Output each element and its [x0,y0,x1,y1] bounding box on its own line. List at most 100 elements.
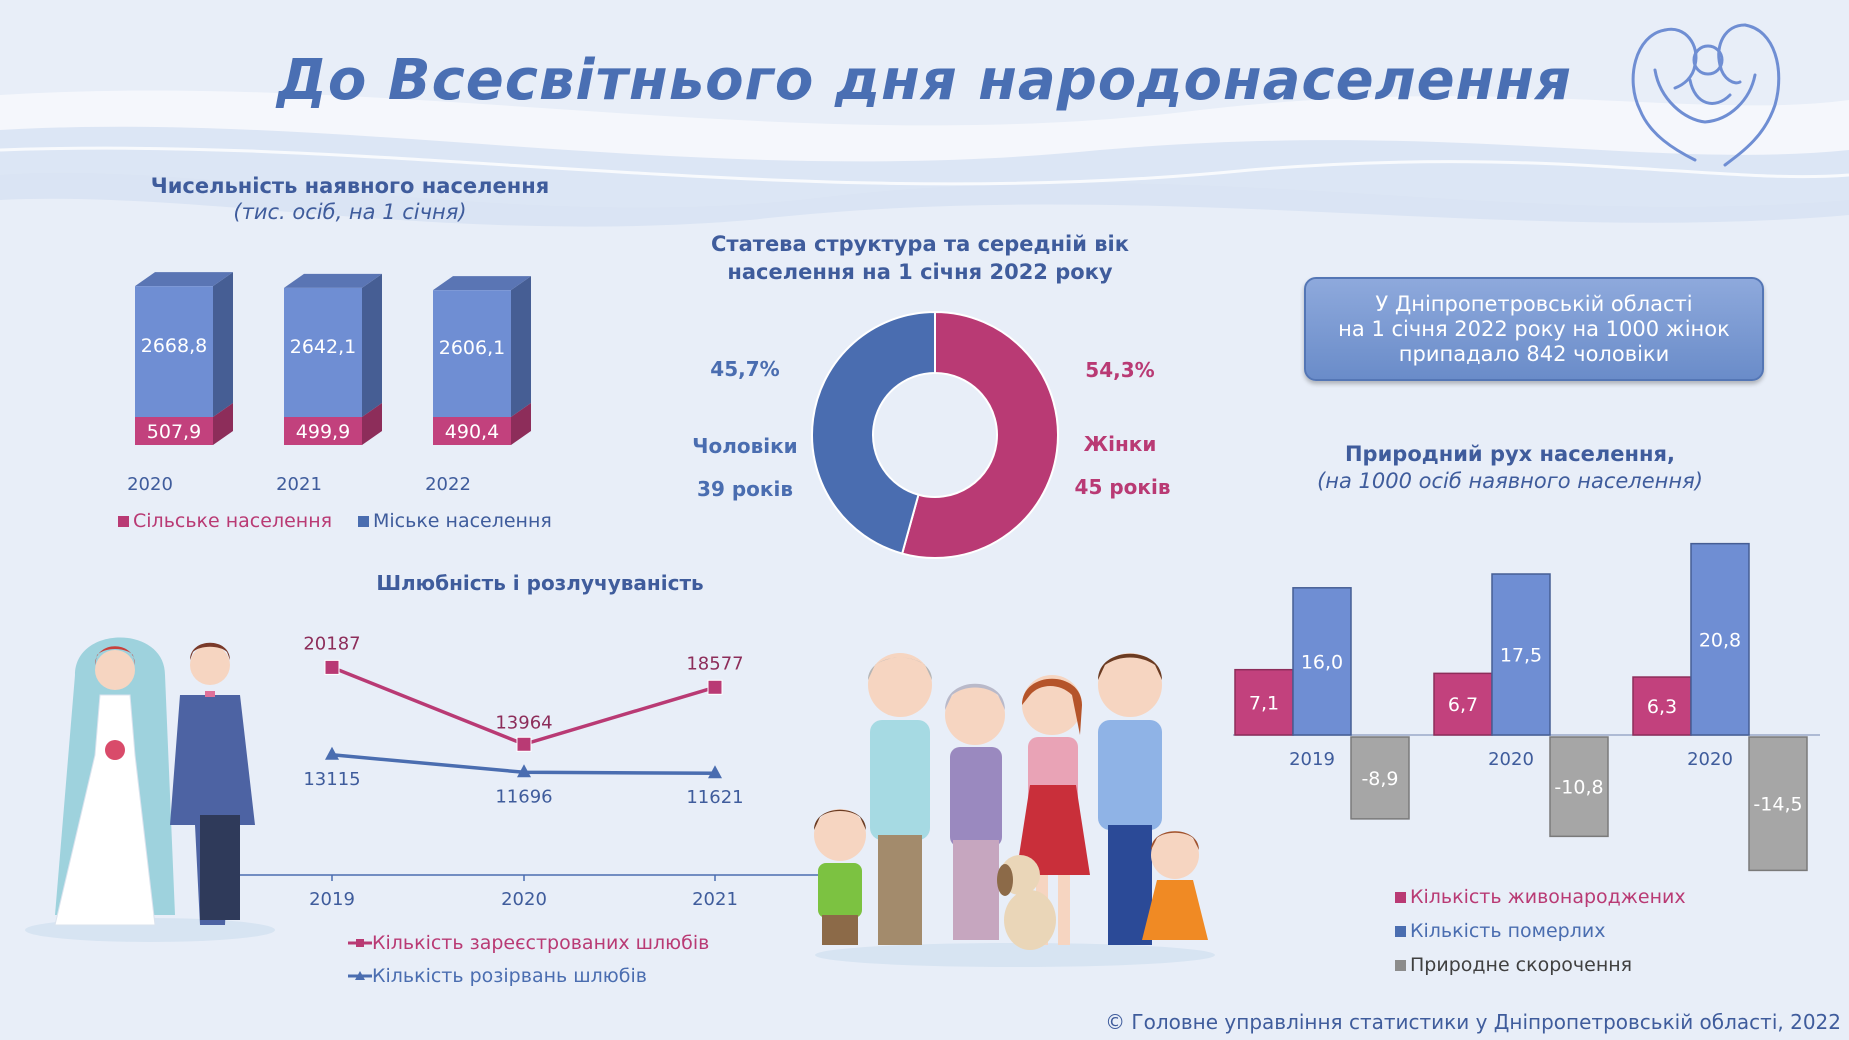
marriage-chart: 2019 2020 2021 20187 13964 18577 13115 11696 116… [230,633,825,910]
legend-rural-label: Сільське населення [133,510,333,532]
page-title: До Всесвітнього дня народонаселення [277,48,1572,113]
pop-bar-rural [433,417,511,445]
divorce-point [325,746,339,760]
sex-structure-title-line1: Статева структура та середній вік [711,232,1129,256]
pop-rural-label: 490,4 [445,421,499,443]
legend-urban-label: Міське населення [373,510,552,532]
marriage-value-label: 20187 [303,633,360,654]
pop-bar-urban-side [213,272,233,417]
marriage-value-label: 13964 [495,712,552,733]
donut-slice-men [811,310,936,555]
natural-bar-decrease-label: -10,8 [1554,777,1603,799]
pop-bar-rural-side [362,403,382,445]
natural-bar-decrease-label: -8,9 [1361,768,1398,790]
pop-year-label: 2020 [127,474,173,495]
natural-year-label: 2020 [1687,749,1733,770]
women-percent: 54,3% [1085,358,1155,382]
natural-bar-births [1234,668,1294,736]
background-waves [0,90,1849,227]
natural-year-label: 2019 [1289,749,1335,770]
natural-bar-births [1433,672,1493,736]
pop-bar-rural-side [511,403,531,445]
natural-bar-deaths [1292,587,1352,736]
natural-chart-title: Природний рух населення, [1344,442,1676,466]
legend-decrease-swatch [1395,959,1406,971]
marriage-year-label: 2021 [692,889,738,910]
donut-slice-women [900,310,1059,559]
legend-divorces-marker [348,971,372,980]
info-box: У Дніпропетровській області на 1 січня 2… [1304,277,1764,381]
natural-bar-decrease [1350,736,1410,820]
pop-year-label: 2022 [425,474,471,495]
natural-bar-decrease [1748,736,1808,872]
pop-bar-rural [135,417,213,445]
info-line2: на 1 січня 2022 року на 1000 жінок [1338,316,1730,341]
legend-births-label: Кількість живонароджених [1410,886,1686,908]
divorce-value-label: 13115 [303,769,360,790]
sex-structure-title: Статева структура та середній вік населе… [680,230,1160,286]
family-logo-icon [1631,23,1781,167]
legend-rural: Сільське населення [118,510,332,532]
natural-year-label: 2020 [1488,749,1534,770]
pop-urban-label: 2606,1 [439,337,505,359]
women-age: 45 років [1074,475,1171,499]
natural-bar-births [1632,676,1692,736]
pop-rural-label: 499,9 [296,421,350,443]
legend-urban: Міське населення [358,510,552,532]
pop-rural-label: 507,9 [147,421,201,443]
natural-bar-decrease [1549,736,1609,838]
legend-marriages: Кількість зареєстрованих шлюбів [348,932,709,954]
legend-births-swatch [1395,891,1406,903]
marriage-value-label: 18577 [686,653,743,674]
marriage-chart-title: Шлюбність і розлучуваність [376,571,704,595]
pop-bar-urban [135,286,213,417]
natural-bar-births-label: 7,1 [1249,692,1279,714]
natural-bar-births-label: 6,7 [1448,694,1478,716]
legend-deaths: Кількість померлих [1395,920,1605,942]
info-line3: припадало 842 чоловіки [1398,341,1670,366]
marriage-year-label: 2020 [501,889,547,910]
info-line1: У Дніпропетровській області [1375,291,1693,316]
pop-bar-top [433,276,531,291]
divorce-point [708,765,722,779]
pop-bar-urban [433,290,511,417]
natural-bar-deaths [1690,542,1750,736]
natural-bar-births-label: 6,3 [1647,696,1677,718]
pop-bar-rural [284,417,362,445]
legend-divorces: Кількість розірвань шлюбів [348,965,647,987]
natural-chart-subtitle: (на 1000 осіб наявного населення) [1317,469,1703,493]
family-illustration [814,653,1215,967]
pop-bar-rural-side [213,403,233,445]
legend-rural-swatch [118,515,129,527]
men-label: Чоловіки [692,434,798,458]
natural-bar-deaths [1491,573,1551,736]
divorce-value-label: 11621 [686,787,743,808]
pop-urban-label: 2668,8 [141,335,207,357]
marriage-year-label: 2019 [309,889,355,910]
women-label: Жінки [1083,432,1157,456]
pop-bar-urban-side [511,276,531,417]
natural-bar-decrease-label: -14,5 [1753,794,1802,816]
men-percent: 45,7% [710,357,780,381]
wedding-couple-illustration [25,637,275,942]
pop-bar-urban [284,287,362,417]
natural-bar-deaths-label: 16,0 [1301,651,1343,673]
pop-bar-urban-side [362,273,382,417]
legend-deaths-swatch [1395,925,1406,937]
men-age: 39 років [697,477,793,501]
pop-urban-label: 2642,1 [290,336,356,358]
legend-marriages-label: Кількість зареєстрованих шлюбів [372,932,710,954]
divorce-value-label: 11696 [495,786,552,807]
pop-year-label: 2021 [276,474,322,495]
legend-births: Кількість живонароджених [1395,886,1686,908]
divorce-point [517,764,531,778]
footer-copyright: © Головне управління статистики у Дніпро… [1105,1010,1841,1034]
population-chart-subtitle: (тис. осіб, на 1 січня) [233,200,467,224]
pop-bar-top [135,272,233,287]
legend-urban-swatch [358,515,369,527]
legend-decrease: Природне скорочення [1395,954,1632,976]
sex-structure-title-line2: населення на 1 січня 2022 року [727,260,1113,284]
population-chart: 2668,8 507,9 2020 2642,1 499,9 2021 2606,1 490,… [127,272,531,495]
pop-bar-top [284,273,382,288]
natural-bar-deaths-label: 20,8 [1699,629,1741,651]
